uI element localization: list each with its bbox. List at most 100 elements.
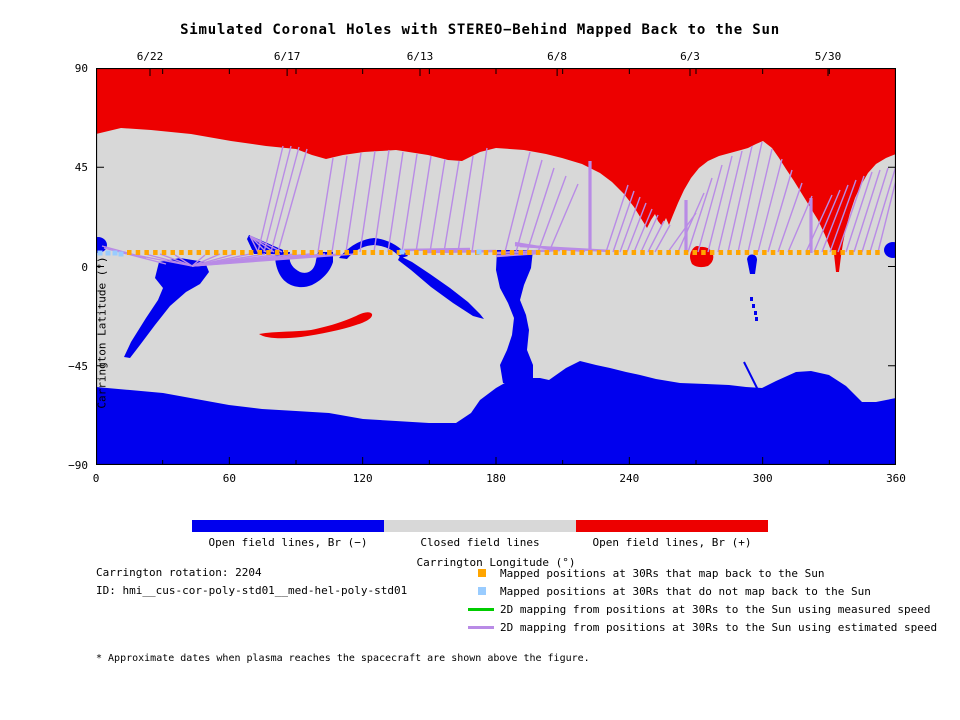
legend-label: Mapped positions at 30Rs that do not map…: [500, 584, 871, 598]
mapping-line-estimated: [787, 195, 813, 253]
legend-square-swatch: [478, 587, 486, 595]
thin-hole-br-minus: [743, 361, 760, 393]
mapping-streak-estimated: [403, 247, 471, 252]
legend-line-swatch: [468, 607, 494, 611]
mapping-line-estimated: [877, 179, 896, 253]
top-date-label: 6/3: [680, 50, 700, 63]
legend-swatch-cell: [468, 569, 500, 577]
mapping-line-estimated: [647, 220, 665, 253]
mapping-line-estimated: [697, 164, 723, 253]
equatorial-hole-br-minus: [496, 250, 533, 383]
top-date-label: 6/22: [136, 50, 164, 63]
mapping-line-estimated: [191, 253, 356, 267]
mapping-line-estimated: [813, 189, 841, 253]
legend-swatch-cell: [468, 625, 500, 629]
hole-fragment-br-minus: [752, 304, 755, 308]
mapping-line-estimated: [548, 183, 579, 253]
mapping-line-estimated: [270, 146, 300, 253]
mapping-line-estimated: [633, 208, 653, 253]
x-tick-label: 0: [92, 472, 100, 485]
colorbar-segment: [384, 520, 576, 532]
x-tick-label: 60: [222, 472, 236, 485]
unmapped-position-dot: [399, 249, 405, 255]
equatorial-hole-br-minus: [339, 238, 408, 259]
mapping-line-estimated: [429, 158, 446, 253]
colorbar-segment: [576, 520, 768, 532]
y-tick-label: −45: [68, 359, 88, 373]
mapping-line-estimated: [537, 175, 567, 253]
colorbar-segment-label: Closed field lines: [420, 536, 540, 549]
legend-label: 2D mapping from positions at 30Rs to the…: [500, 602, 931, 616]
edge-hole-br-minus: [884, 242, 896, 258]
y-tick-label: 0: [81, 260, 88, 274]
unmapped-position-dot: [112, 250, 118, 256]
mapping-line-estimated: [345, 152, 362, 253]
legend-swatch-cell: [468, 587, 500, 595]
mapping-line-estimated: [401, 153, 418, 253]
mapping-line-estimated: [457, 155, 474, 253]
legend-row: 2D mapping from positions at 30Rs to the…: [468, 618, 937, 636]
mapping-line-estimated: [331, 155, 348, 253]
run-id-label: ID: hmi__cus-cor-poly-std01__med-hel-pol…: [96, 584, 408, 597]
mapping-line-estimated: [174, 254, 193, 267]
mapping-line-estimated: [471, 147, 488, 253]
top-date-label: 6/17: [273, 50, 301, 63]
field-line-colorbar-labels: Open field lines, Br (−) Closed field lin…: [192, 536, 768, 549]
mapping-line-estimated: [415, 155, 432, 253]
south-coronal-hole-br-minus: [96, 361, 896, 465]
colorbar-segment-label: Open field lines, Br (+): [592, 536, 752, 549]
field-line-colorbar: [192, 520, 768, 532]
unmapped-position-dot: [476, 249, 482, 255]
mapping-line-estimated: [144, 253, 193, 267]
mapping-line-estimated: [101, 245, 147, 259]
mapping-legend: Mapped positions at 30Rs that map back t…: [468, 564, 937, 636]
plot-frame: [96, 68, 896, 465]
equatorial-hole-br-minus: [275, 252, 333, 288]
mapping-line-estimated: [869, 165, 896, 253]
plot-area: 6/22 6/17 6/13 6/8 6/3 5/30 0 60 120 180 240 300 36…: [68, 50, 906, 569]
coronal-hole-map: [96, 68, 896, 465]
mapping-line-estimated: [667, 212, 697, 253]
x-tick-label: 180: [486, 472, 506, 485]
legend-swatch-cell: [468, 607, 500, 611]
unmapped-position-dot: [118, 251, 124, 257]
mapping-line-estimated: [640, 214, 659, 253]
run-info: Carrington rotation: 2204 ID: hmi__cus-c…: [96, 564, 407, 600]
mapping-line-estimated: [707, 155, 733, 253]
mapping-line-estimated: [677, 192, 705, 253]
north-coronal-hole-br-plus: [96, 68, 896, 272]
mapping-line-estimated: [619, 196, 641, 253]
x-tick-label: 360: [886, 472, 906, 485]
legend-square-swatch: [478, 569, 486, 577]
top-date-label: 6/8: [547, 50, 568, 63]
unmapped-position-dot: [105, 250, 111, 256]
mapping-line-estimated: [626, 202, 647, 253]
chart-title: Simulated Coronal Holes with STEREO−Behi…: [180, 22, 780, 38]
equatorial-hole-br-minus: [398, 256, 484, 319]
top-date-label: 6/13: [406, 50, 434, 63]
unmapped-position-dot: [97, 250, 103, 256]
mapping-line-estimated: [727, 145, 753, 253]
mapping-line-estimated: [263, 145, 292, 253]
mapping-line-estimated: [861, 167, 889, 253]
y-tick-label: 90: [74, 62, 88, 75]
hole-fragment-br-minus: [755, 317, 758, 321]
mapping-line-estimated: [612, 190, 635, 253]
mapping-line-estimated: [747, 148, 773, 253]
legend-row: Mapped positions at 30Rs that map back t…: [468, 564, 937, 582]
footnote: * Approximate dates when plasma reaches …: [96, 653, 590, 664]
mapping-streak-estimated: [519, 244, 611, 253]
mapping-line-estimated: [387, 151, 404, 253]
mapping-line-estimated: [717, 150, 743, 253]
mapping-line-estimated: [777, 182, 803, 253]
mapping-line-estimated: [526, 167, 555, 253]
mapping-line-estimated: [257, 145, 284, 253]
mapping-line-estimated: [737, 141, 763, 253]
mapping-line-estimated: [373, 149, 390, 253]
mapping-line-estimated: [191, 254, 206, 267]
mapping-line-estimated: [837, 175, 865, 253]
mapping-line-estimated: [443, 160, 460, 253]
mapping-line-estimated: [654, 224, 671, 253]
x-tick-label: 300: [752, 472, 773, 485]
